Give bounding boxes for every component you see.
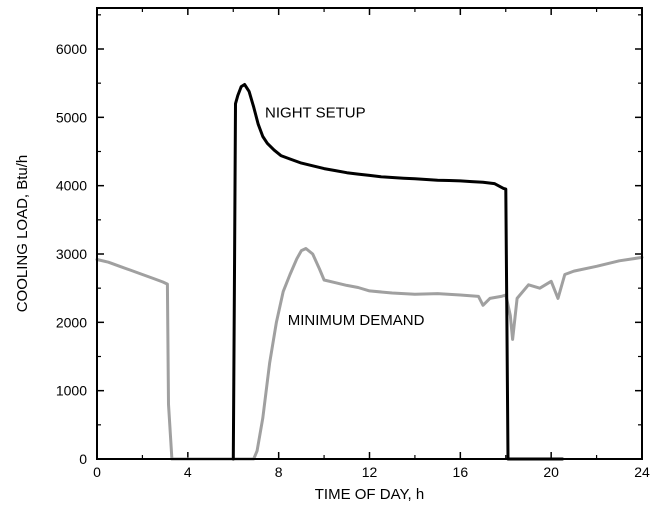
x-tick-label: 4 (184, 464, 192, 480)
y-tick-label: 1000 (56, 383, 87, 399)
x-tick-label: 8 (275, 464, 283, 480)
x-tick-label: 12 (362, 464, 378, 480)
x-tick-label: 0 (93, 464, 101, 480)
y-tick-label: 2000 (56, 314, 87, 330)
series-line-minimum-demand (95, 247, 644, 461)
annotation-night-setup: NIGHT SETUP (265, 104, 366, 121)
y-tick-label: 0 (79, 451, 87, 467)
axis-ticks: 0 4 8 12 16 20 24 0 1000 2000 3000 4000 5000 6000 (56, 8, 650, 480)
y-tick-label: 4000 (56, 178, 87, 194)
series-layer (95, 83, 644, 461)
series-line-night-setup (231, 83, 564, 461)
plot-frame (96, 7, 643, 460)
y-tick-label: 6000 (56, 41, 87, 57)
x-tick-label: 16 (453, 464, 469, 480)
x-tick-label: 24 (634, 464, 650, 480)
y-tick-label: 5000 (56, 109, 87, 125)
x-axis-label: TIME OF DAY, h (315, 486, 424, 503)
annotation-minimum-demand: MINIMUM DEMAND (288, 312, 425, 329)
y-tick-label: 3000 (56, 246, 87, 262)
y-axis-label: COOLING LOAD, Btu/h (14, 155, 31, 313)
x-tick-label: 20 (543, 464, 559, 480)
